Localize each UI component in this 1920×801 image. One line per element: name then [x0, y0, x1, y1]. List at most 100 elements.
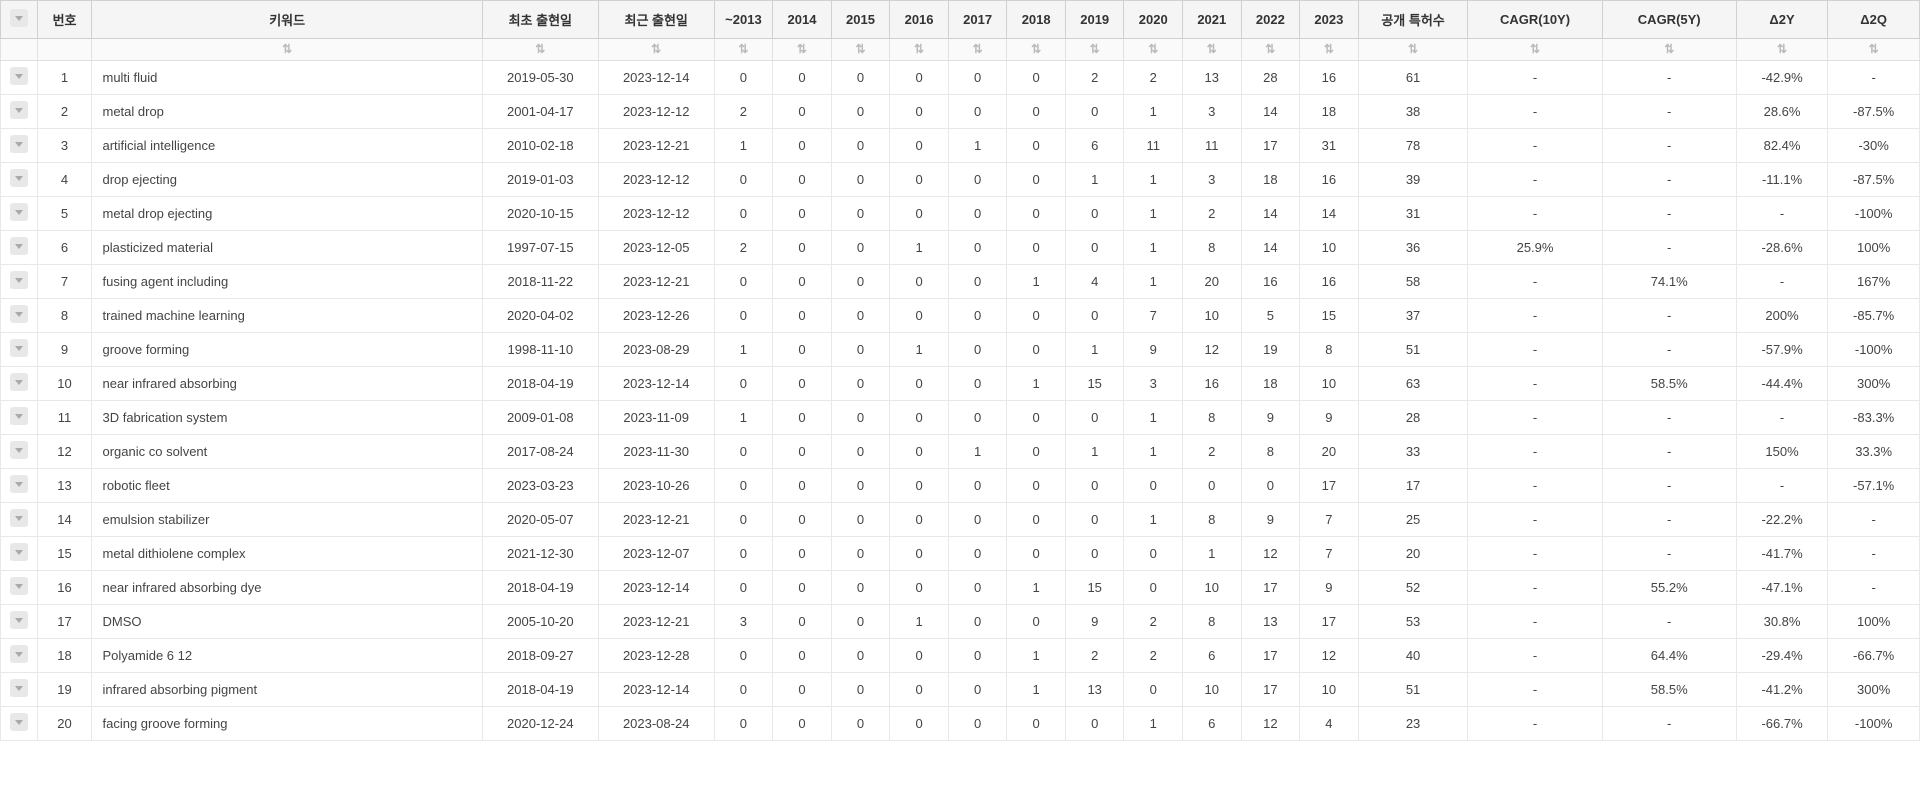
row-expand-toggle[interactable] — [10, 305, 28, 323]
row-2023: 7 — [1300, 503, 1359, 537]
header-number[interactable]: 번호 — [37, 1, 92, 39]
row-expand-toggle[interactable] — [10, 713, 28, 731]
row-patent-count: 63 — [1358, 367, 1468, 401]
header-2014[interactable]: 2014 — [773, 1, 832, 39]
row-keyword[interactable]: fusing agent including — [92, 265, 482, 299]
sort-2016[interactable]: ⇅ — [890, 39, 949, 61]
row-expand-toggle[interactable] — [10, 135, 28, 153]
select-all-toggle[interactable] — [10, 9, 28, 27]
header-2019[interactable]: 2019 — [1065, 1, 1124, 39]
row-expand-toggle[interactable] — [10, 339, 28, 357]
row-expand-toggle[interactable] — [10, 645, 28, 663]
header-delta2y[interactable]: Δ2Y — [1736, 1, 1827, 39]
row-2015: 0 — [831, 299, 890, 333]
header-2022[interactable]: 2022 — [1241, 1, 1300, 39]
header-first-date[interactable]: 최초 출현일 — [482, 1, 598, 39]
row-keyword[interactable]: Polyamide 6 12 — [92, 639, 482, 673]
row-expand-cell — [1, 265, 38, 299]
row-delta2q: - — [1828, 61, 1920, 95]
row-expand-toggle[interactable] — [10, 407, 28, 425]
row-expand-toggle[interactable] — [10, 237, 28, 255]
header-cagr10y[interactable]: CAGR(10Y) — [1468, 1, 1602, 39]
header-pre2013[interactable]: ~2013 — [714, 1, 773, 39]
row-expand-toggle[interactable] — [10, 169, 28, 187]
row-expand-toggle[interactable] — [10, 577, 28, 595]
header-checkbox[interactable] — [1, 1, 38, 39]
sort-2015[interactable]: ⇅ — [831, 39, 890, 61]
row-keyword[interactable]: infrared absorbing pigment — [92, 673, 482, 707]
row-2018: 0 — [1007, 469, 1066, 503]
header-2020[interactable]: 2020 — [1124, 1, 1183, 39]
row-keyword[interactable]: organic co solvent — [92, 435, 482, 469]
header-recent-date[interactable]: 최근 출현일 — [598, 1, 714, 39]
row-keyword[interactable]: DMSO — [92, 605, 482, 639]
row-expand-toggle[interactable] — [10, 509, 28, 527]
sort-cagr10y[interactable]: ⇅ — [1468, 39, 1602, 61]
header-2018[interactable]: 2018 — [1007, 1, 1066, 39]
row-cagr5y: - — [1602, 537, 1736, 571]
sort-recent-date[interactable]: ⇅ — [598, 39, 714, 61]
header-2015[interactable]: 2015 — [831, 1, 890, 39]
row-recent-date: 2023-10-26 — [598, 469, 714, 503]
sort-first-date[interactable]: ⇅ — [482, 39, 598, 61]
row-pre2013: 0 — [714, 265, 773, 299]
row-patent-count: 20 — [1358, 537, 1468, 571]
row-keyword[interactable]: near infrared absorbing dye — [92, 571, 482, 605]
row-cagr5y: - — [1602, 163, 1736, 197]
row-2019: 1 — [1065, 333, 1124, 367]
row-expand-toggle[interactable] — [10, 67, 28, 85]
row-expand-toggle[interactable] — [10, 543, 28, 561]
sort-2022[interactable]: ⇅ — [1241, 39, 1300, 61]
row-keyword[interactable]: metal dithiolene complex — [92, 537, 482, 571]
row-expand-toggle[interactable] — [10, 611, 28, 629]
sort-pre2013[interactable]: ⇅ — [714, 39, 773, 61]
header-patent-count[interactable]: 공개 특허수 — [1358, 1, 1468, 39]
sort-2020[interactable]: ⇅ — [1124, 39, 1183, 61]
sort-2019[interactable]: ⇅ — [1065, 39, 1124, 61]
row-expand-toggle[interactable] — [10, 475, 28, 493]
header-2016[interactable]: 2016 — [890, 1, 949, 39]
row-first-date: 2010-02-18 — [482, 129, 598, 163]
row-2019: 15 — [1065, 367, 1124, 401]
row-keyword[interactable]: drop ejecting — [92, 163, 482, 197]
row-2014: 0 — [773, 197, 832, 231]
header-cagr5y[interactable]: CAGR(5Y) — [1602, 1, 1736, 39]
sort-cagr5y[interactable]: ⇅ — [1602, 39, 1736, 61]
sort-2018[interactable]: ⇅ — [1007, 39, 1066, 61]
sort-2017[interactable]: ⇅ — [948, 39, 1007, 61]
sort-keyword[interactable]: ⇅ — [92, 39, 482, 61]
row-expand-toggle[interactable] — [10, 203, 28, 221]
header-2023[interactable]: 2023 — [1300, 1, 1359, 39]
row-keyword[interactable]: artificial intelligence — [92, 129, 482, 163]
sort-2021[interactable]: ⇅ — [1183, 39, 1242, 61]
row-2022: 0 — [1241, 469, 1300, 503]
sort-delta2q[interactable]: ⇅ — [1828, 39, 1920, 61]
sort-2014[interactable]: ⇅ — [773, 39, 832, 61]
row-keyword[interactable]: facing groove forming — [92, 707, 482, 741]
row-keyword[interactable]: 3D fabrication system — [92, 401, 482, 435]
row-keyword[interactable]: trained machine learning — [92, 299, 482, 333]
row-keyword[interactable]: multi fluid — [92, 61, 482, 95]
row-expand-toggle[interactable] — [10, 101, 28, 119]
row-keyword[interactable]: near infrared absorbing — [92, 367, 482, 401]
row-expand-toggle[interactable] — [10, 679, 28, 697]
sort-patent-count[interactable]: ⇅ — [1358, 39, 1468, 61]
row-expand-toggle[interactable] — [10, 271, 28, 289]
sort-delta2y[interactable]: ⇅ — [1736, 39, 1827, 61]
sort-2023[interactable]: ⇅ — [1300, 39, 1359, 61]
row-keyword[interactable]: metal drop — [92, 95, 482, 129]
row-expand-toggle[interactable] — [10, 441, 28, 459]
header-delta2q[interactable]: Δ2Q — [1828, 1, 1920, 39]
row-keyword[interactable]: metal drop ejecting — [92, 197, 482, 231]
row-keyword[interactable]: groove forming — [92, 333, 482, 367]
header-2021[interactable]: 2021 — [1183, 1, 1242, 39]
sort-icon: ⇅ — [651, 43, 661, 55]
header-2017[interactable]: 2017 — [948, 1, 1007, 39]
row-expand-toggle[interactable] — [10, 373, 28, 391]
row-keyword[interactable]: emulsion stabilizer — [92, 503, 482, 537]
row-keyword[interactable]: plasticized material — [92, 231, 482, 265]
table-row: 113D fabrication system2009-01-082023-11… — [1, 401, 1920, 435]
row-keyword[interactable]: robotic fleet — [92, 469, 482, 503]
table-row: 18Polyamide 6 122018-09-272023-12-280000… — [1, 639, 1920, 673]
header-keyword[interactable]: 키워드 — [92, 1, 482, 39]
